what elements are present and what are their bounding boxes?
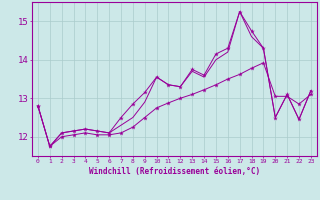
X-axis label: Windchill (Refroidissement éolien,°C): Windchill (Refroidissement éolien,°C) (89, 167, 260, 176)
